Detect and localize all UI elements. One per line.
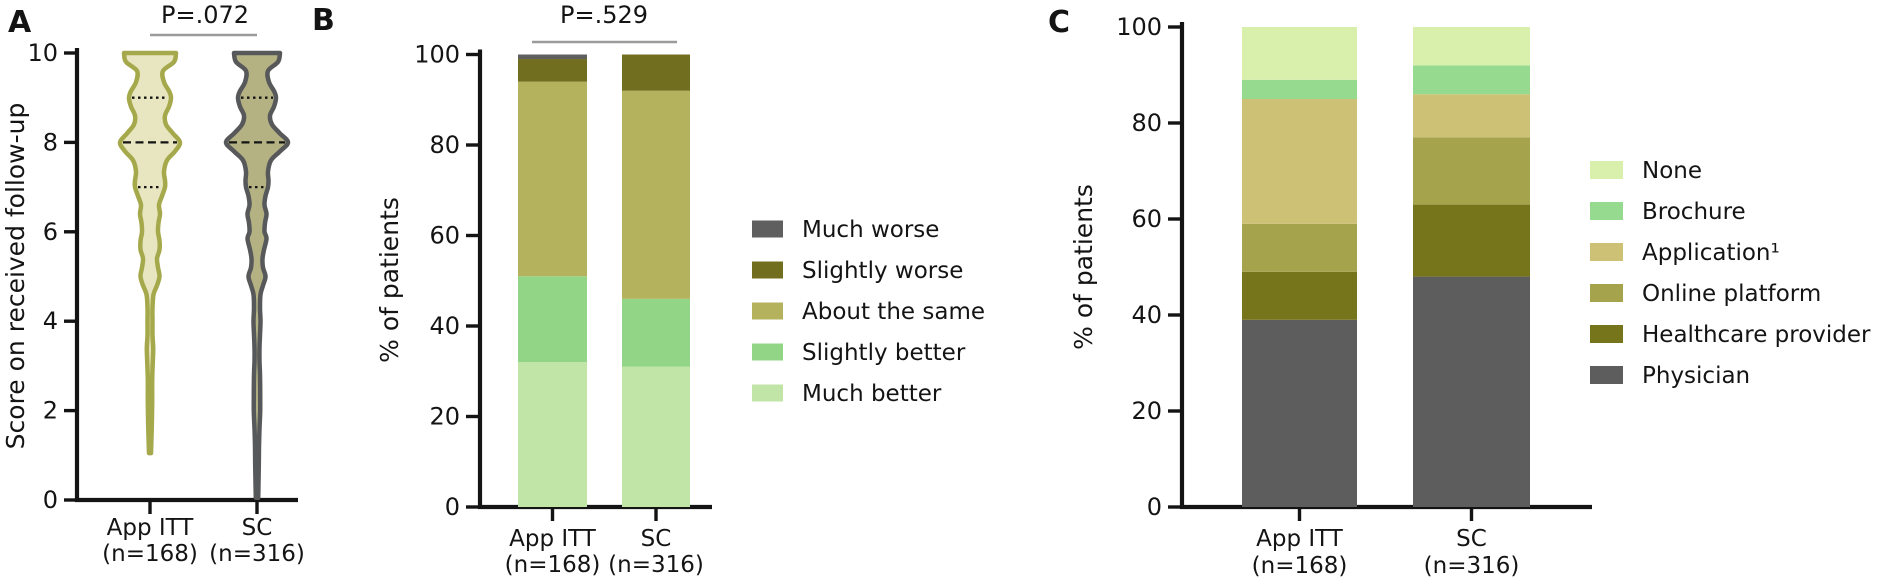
x-category-sublabel: (n=316)	[209, 541, 305, 567]
panel-a-pvalue: P=.072	[161, 1, 249, 29]
violin-sc	[223, 50, 291, 501]
bar-segment-much-better	[518, 362, 587, 507]
legend-swatch-brochure	[1590, 202, 1623, 220]
panel-a-letter: A	[8, 5, 32, 40]
legend-swatch-about-the-same	[752, 302, 783, 320]
y-tick-label: 0	[445, 493, 460, 521]
legend-label: Brochure	[1642, 199, 1746, 225]
legend-label: Physician	[1642, 363, 1750, 389]
bar-segment-brochure	[1413, 65, 1530, 95]
y-tick-label: 10	[27, 39, 58, 67]
panel-b-pvalue: P=.529	[560, 1, 648, 29]
bar-segment-slightly-worse	[518, 59, 587, 82]
legend-label: None	[1642, 158, 1702, 184]
legend-swatch-much-better	[752, 384, 783, 402]
legend-swatch-none	[1590, 161, 1623, 179]
bar-segment-online-platform	[1413, 137, 1530, 205]
y-tick-label: 2	[43, 397, 58, 425]
x-category-label: App ITT	[107, 515, 195, 541]
bar-segment-much-better	[622, 366, 690, 507]
bar-segment-none	[1413, 27, 1530, 66]
legend-swatch-application-	[1590, 243, 1623, 261]
bar-segment-application-	[1242, 99, 1357, 224]
y-tick-label: 100	[1116, 13, 1162, 41]
y-tick-label: 100	[414, 41, 460, 69]
x-category-sublabel: (n=168)	[1252, 553, 1348, 579]
bar-segment-online-platform	[1242, 223, 1357, 272]
bar-segment-slightly-better	[622, 298, 690, 367]
bar-segment-about-the-same	[622, 90, 690, 299]
x-category-label: SC	[641, 526, 672, 552]
y-tick-label: 6	[43, 218, 58, 246]
y-tick-label: 20	[429, 403, 460, 431]
bar-segment-about-the-same	[518, 81, 587, 277]
bar-segment-none	[1242, 27, 1357, 80]
legend-label: Online platform	[1642, 281, 1821, 307]
y-tick-label: 80	[429, 131, 460, 159]
legend-swatch-slightly-better	[752, 343, 783, 361]
x-category-label: SC	[1456, 526, 1487, 552]
legend-swatch-online-platform	[1590, 284, 1623, 302]
legend-swatch-slightly-worse	[752, 261, 783, 279]
x-category-label: SC	[242, 515, 273, 541]
x-category-label: App ITT	[1256, 526, 1344, 552]
bar-segment-slightly-worse	[622, 54, 690, 91]
y-tick-label: 40	[429, 312, 460, 340]
bar-segment-healthcare-provider	[1242, 271, 1357, 320]
bar-segment-application-	[1413, 94, 1530, 138]
x-category-label: App ITT	[509, 526, 597, 552]
panel-a-y-axis-title: Score on received follow-up	[1, 103, 30, 450]
legend-label: Slightly worse	[802, 258, 963, 284]
y-tick-label: 0	[43, 486, 58, 514]
panel-c-y-axis-title: % of patients	[1069, 184, 1098, 350]
panel-b-y-axis-title: % of patients	[375, 197, 404, 363]
legend-label: Application¹	[1642, 240, 1780, 266]
legend-label: Much worse	[802, 217, 939, 243]
panel-c: C % of patients 0 20 40 60 80 100 App ITT(n=16…	[1048, 5, 1871, 579]
bar-segment-brochure	[1242, 79, 1357, 99]
panel-b: B P=.529 % of patients 0 20 40 60 80 100 App I…	[312, 1, 985, 578]
legend-label: Slightly better	[802, 340, 966, 366]
bar-segment-slightly-better	[518, 276, 587, 363]
y-tick-label: 8	[43, 128, 58, 156]
bar-segment-healthcare-provider	[1413, 204, 1530, 277]
bar-segment-much-worse	[518, 54, 587, 60]
y-tick-label: 80	[1131, 109, 1162, 137]
panel-a: A P=.072 Score on received follow-up 0 2 4…	[1, 1, 305, 567]
y-tick-label: 4	[43, 307, 58, 335]
legend-label: About the same	[802, 299, 985, 325]
panel-c-letter: C	[1048, 5, 1070, 40]
panel-b-plot: 0 20 40 60 80 100 App ITT(n=168) SC(n=316) Much …	[414, 41, 985, 579]
legend-swatch-physician	[1590, 366, 1623, 384]
y-tick-label: 0	[1147, 493, 1162, 521]
legend-label: Healthcare provider	[1642, 322, 1871, 348]
y-tick-label: 60	[1131, 205, 1162, 233]
x-category-sublabel: (n=316)	[608, 552, 704, 578]
x-category-sublabel: (n=168)	[505, 552, 601, 578]
y-tick-label: 60	[429, 222, 460, 250]
legend-swatch-much-worse	[752, 220, 783, 238]
bar-segment-physician	[1413, 276, 1530, 507]
y-tick-label: 20	[1131, 397, 1162, 425]
legend-swatch-healthcare-provider	[1590, 325, 1623, 343]
panel-c-plot: 0 20 40 60 80 100 App ITT(n=168) SC(n=316) None B…	[1116, 13, 1871, 579]
panel-b-letter: B	[312, 3, 335, 38]
panel-a-plot: 0 2 4 6 8 10 App ITT(n=168) SC(n=316)	[27, 39, 304, 567]
violin-app-itt	[117, 50, 183, 456]
bar-segment-physician	[1242, 319, 1357, 507]
x-category-sublabel: (n=168)	[102, 541, 198, 567]
x-category-sublabel: (n=316)	[1424, 553, 1520, 579]
legend-label: Much better	[802, 381, 942, 407]
y-tick-label: 40	[1131, 301, 1162, 329]
